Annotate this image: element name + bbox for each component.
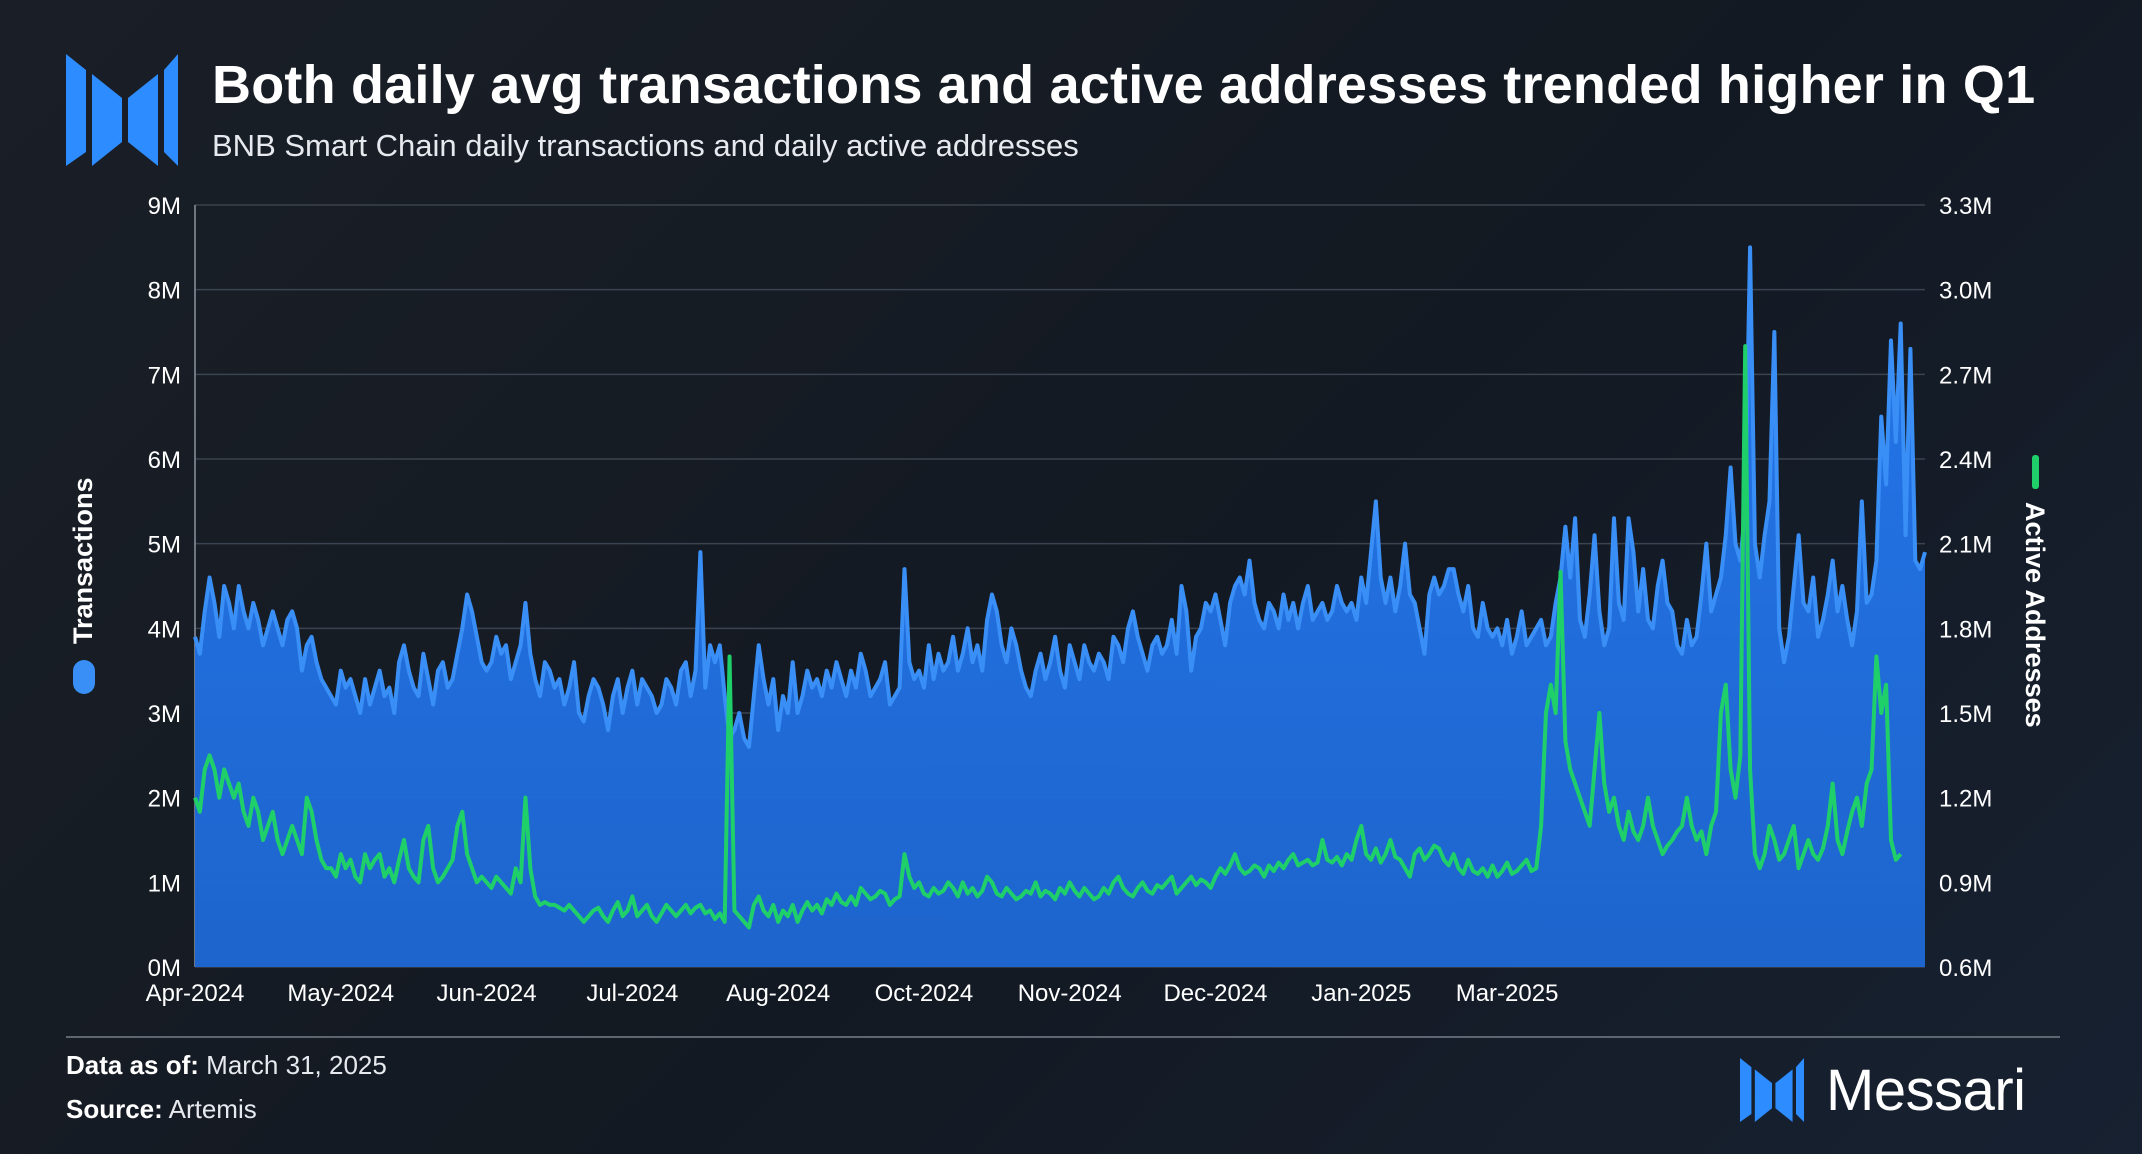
legend-active-addresses-label: Active Addresses: [2020, 502, 2050, 728]
y-left-tick-label: 9M: [148, 193, 181, 220]
x-tick-label: May-2024: [287, 980, 394, 1007]
y-right-tick-label: 2.4M: [1939, 447, 1992, 474]
messari-logo-icon: [66, 54, 178, 166]
y-left-tick-label: 2M: [148, 786, 181, 813]
y-right-tick-label: 0.9M: [1939, 870, 1992, 897]
data-as-of-value: March 31, 2025: [206, 1050, 387, 1080]
data-as-of: Data as of: March 31, 2025: [66, 1050, 387, 1081]
x-tick-label: Mar-2025: [1456, 980, 1559, 1007]
x-tick-label: Jun-2024: [437, 980, 537, 1007]
legend-transactions-swatch: [73, 660, 95, 694]
y-right-tick-label: 3.3M: [1939, 193, 1992, 220]
y-right-tick-label: 3.0M: [1939, 278, 1992, 305]
y-right-tick-label: 1.8M: [1939, 616, 1992, 643]
y-left-tick-label: 0M: [148, 955, 181, 982]
y-left-tick-label: 5M: [148, 532, 181, 559]
y-left-tick-label: 7M: [148, 362, 181, 389]
y-left-tick-label: 1M: [148, 870, 181, 897]
x-tick-label: Nov-2024: [1018, 980, 1122, 1007]
x-tick-label: Dec-2024: [1163, 980, 1267, 1007]
footer-divider: [66, 1036, 2060, 1038]
y-left-tick-label: 8M: [148, 278, 181, 305]
y-left-tick-label: 4M: [148, 616, 181, 643]
x-tick-label: Oct-2024: [875, 980, 974, 1007]
y-right-tick-label: 1.2M: [1939, 786, 1992, 813]
x-tick-label: Apr-2024: [146, 980, 245, 1007]
transactions-line: [193, 245, 1927, 749]
x-tick-label: Aug-2024: [726, 980, 830, 1007]
source-value: Artemis: [168, 1094, 257, 1124]
y-left-tick-label: 3M: [148, 701, 181, 728]
transactions-area: [195, 247, 1925, 967]
brand: Messari: [1740, 1057, 2026, 1123]
active-addresses-line: [193, 344, 1903, 930]
y-right-tick-label: 2.7M: [1939, 362, 1992, 389]
legend-transactions-label: Transactions: [68, 477, 98, 644]
chart-title: Both daily avg transactions and active a…: [212, 55, 2036, 115]
y-right-tick-label: 0.6M: [1939, 955, 1992, 982]
source: Source: Artemis: [66, 1094, 257, 1125]
x-tick-label: Jan-2025: [1311, 980, 1411, 1007]
chart-subtitle: BNB Smart Chain daily transactions and d…: [212, 128, 1079, 163]
data-as-of-label: Data as of:: [66, 1050, 199, 1080]
source-label: Source:: [66, 1094, 163, 1124]
legend-active-addresses-swatch: [2032, 455, 2039, 489]
x-tick-label: Jul-2024: [586, 980, 678, 1007]
brand-name: Messari: [1826, 1057, 2026, 1123]
y-left-tick-label: 6M: [148, 447, 181, 474]
y-right-tick-label: 1.5M: [1939, 701, 1992, 728]
messari-brand-icon: [1740, 1058, 1804, 1122]
y-right-tick-label: 2.1M: [1939, 532, 1992, 559]
